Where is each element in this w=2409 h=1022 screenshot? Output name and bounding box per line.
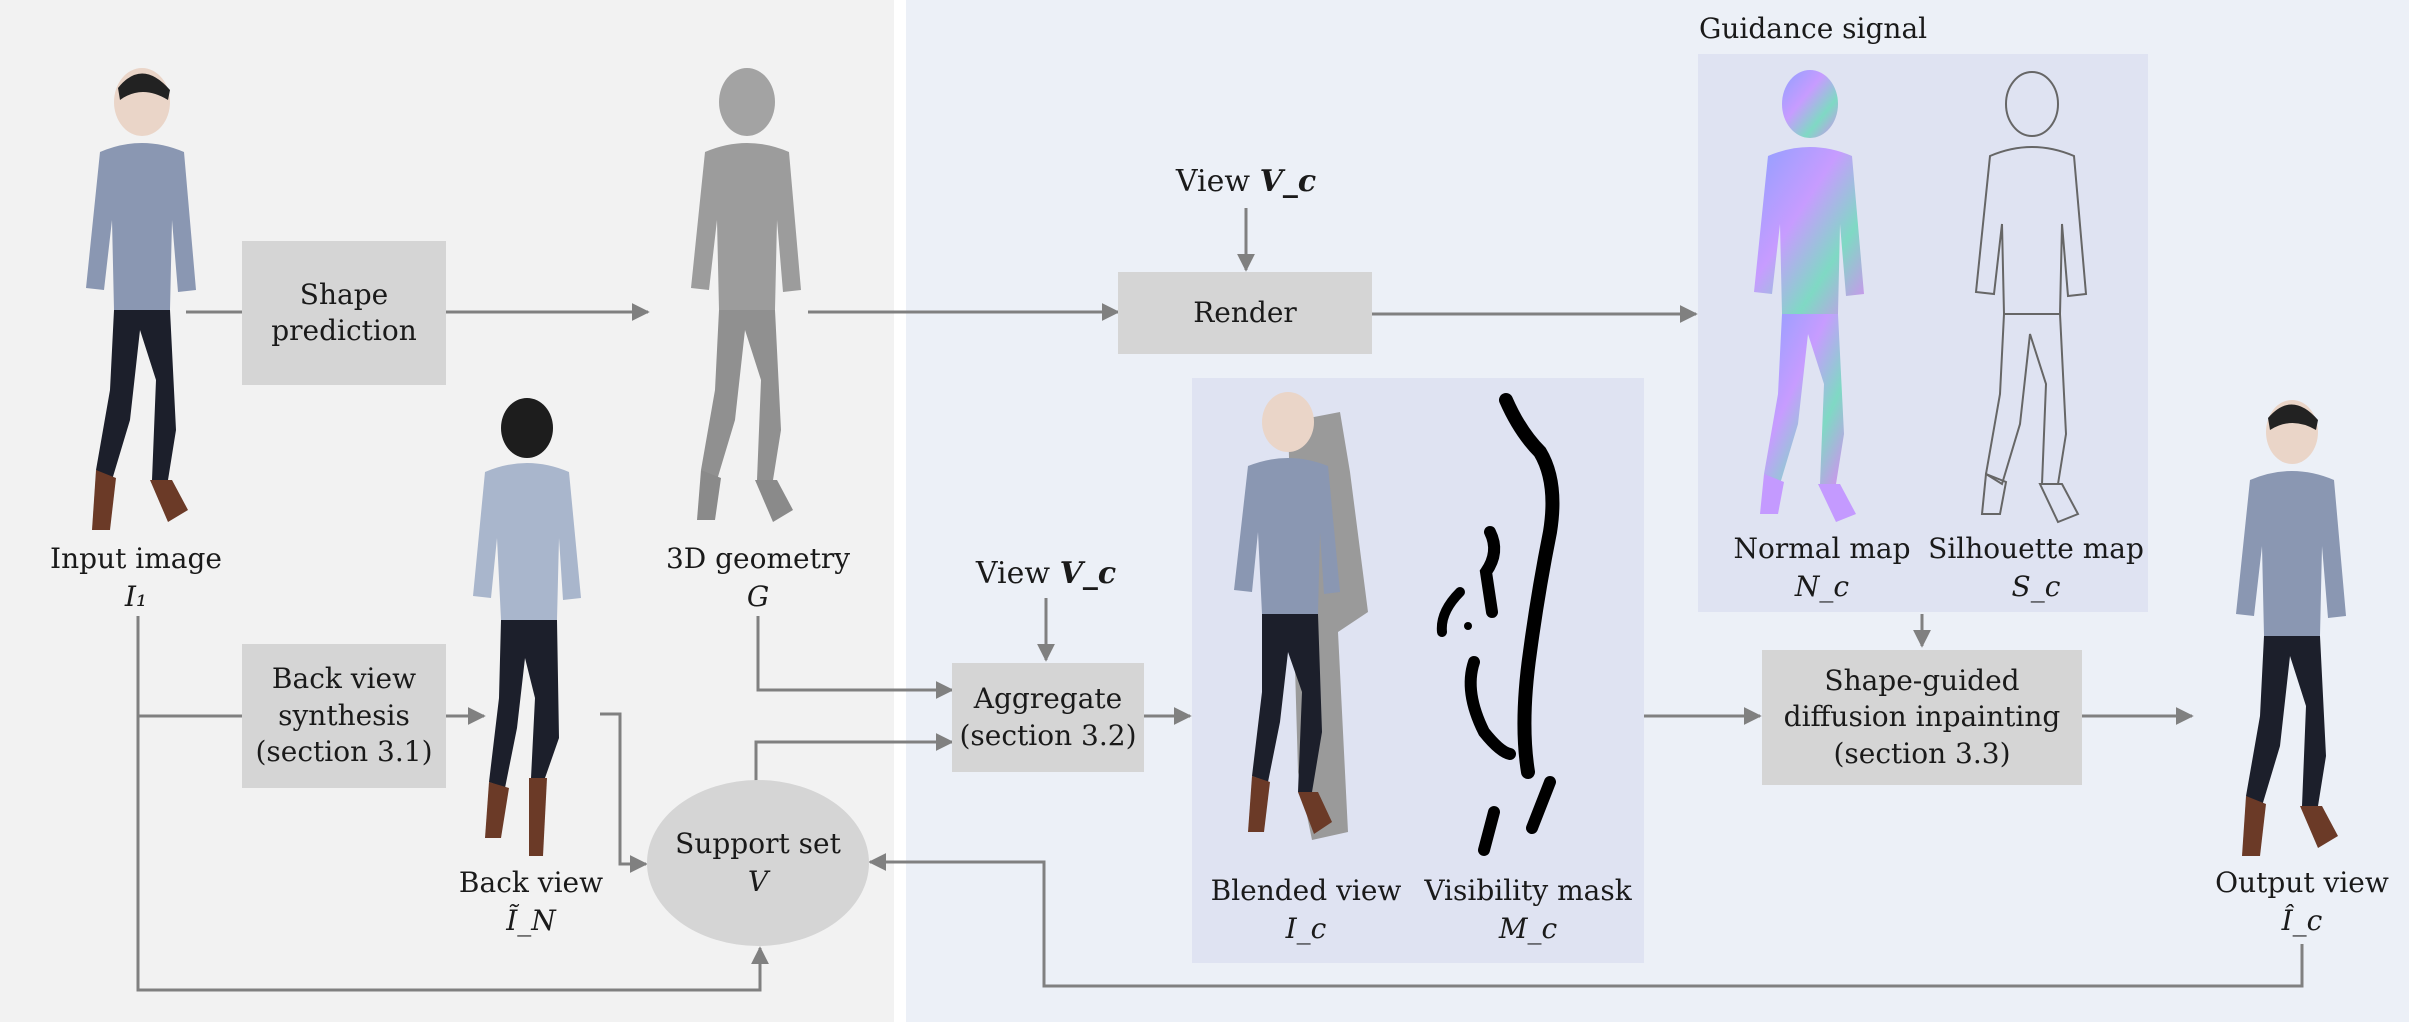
arrow-support-to-aggregate — [754, 733, 954, 782]
output-view-label: Output view Î_c — [2215, 864, 2389, 940]
back-view-synthesis-box: Back view synthesis (section 3.1) — [242, 644, 446, 788]
view-prefix: View — [975, 556, 1051, 591]
back-view-synthesis-label: Back view synthesis (section 3.1) — [255, 662, 433, 769]
arrow-backview-to-support — [600, 712, 648, 873]
back-view-symbol: Ĩ_N — [506, 903, 556, 937]
inpainting-box: Shape-guided diffusion inpainting (secti… — [1762, 650, 2082, 785]
input-image-name: Input image — [50, 542, 222, 575]
output-view-figure — [2236, 400, 2346, 856]
aggregate-box: Aggregate (section 3.2) — [952, 663, 1144, 772]
blended-view-figure — [1234, 392, 1368, 840]
arrow-input-to-support — [136, 616, 769, 992]
arrow-geometry-to-aggregate — [756, 616, 954, 699]
output-view-name: Output view — [2215, 866, 2389, 899]
output-view-symbol: Î_c — [2281, 903, 2323, 937]
blended-view-symbol: I_c — [1285, 911, 1327, 945]
render-label: Render — [1193, 295, 1297, 329]
geometry-name: 3D geometry — [665, 542, 851, 575]
guidance-signal-panel — [1698, 54, 2148, 612]
geometry-symbol: G — [746, 579, 770, 613]
visibility-mask-figure — [1436, 393, 1560, 856]
silhouette-map-symbol: S_c — [2011, 569, 2061, 603]
guidance-signal-title: Guidance signal — [1699, 12, 1928, 45]
back-view-label: Back view Ĩ_N — [459, 864, 603, 940]
shape-prediction-box: Shape prediction — [242, 241, 446, 385]
normal-map-figure — [1754, 70, 1864, 522]
visibility-mask-label: Visibility mask M_c — [1424, 872, 1631, 948]
normal-map-symbol: N_c — [1794, 569, 1850, 603]
back-view-name: Back view — [458, 866, 604, 899]
normal-map-label: Normal map N_c — [1733, 530, 1910, 606]
view-vc-label-mid: View V_c — [976, 556, 1116, 591]
shape-prediction-label: Shape prediction — [271, 277, 417, 347]
visibility-mask-symbol: M_c — [1498, 911, 1558, 945]
visibility-mask-name: Visibility mask — [1424, 874, 1632, 907]
input-person-figure — [86, 68, 196, 530]
view-symbol: V_c — [1059, 556, 1117, 591]
normal-map-name: Normal map — [1733, 532, 1911, 565]
support-set-symbol: V — [747, 865, 769, 898]
blended-view-label: Blended view I_c — [1211, 872, 1402, 948]
silhouette-map-name: Silhouette map — [1928, 532, 2144, 565]
aggregate-label: Aggregate (section 3.2) — [959, 682, 1137, 752]
back-view-figure — [473, 398, 581, 856]
view-symbol: V_c — [1259, 164, 1317, 199]
input-image-label: Input image I₁ — [50, 540, 222, 616]
support-set-label: Support set — [675, 827, 841, 861]
silhouette-map-figure — [1974, 71, 2088, 524]
render-box: Render — [1118, 272, 1372, 354]
view-vc-label-top: View V_c — [1176, 164, 1316, 199]
right-panel — [906, 0, 2409, 1022]
input-image-symbol: I₁ — [124, 579, 148, 613]
view-prefix: View — [1175, 164, 1251, 199]
silhouette-map-label: Silhouette map S_c — [1928, 530, 2144, 606]
inpainting-label: Shape-guided diffusion inpainting (secti… — [1783, 663, 2061, 770]
geometry-figure — [691, 68, 801, 522]
support-set-ellipse: Support set V — [647, 780, 869, 946]
arrow-output-to-support — [868, 853, 2304, 988]
blended-view-name: Blended view — [1210, 874, 1402, 907]
geometry-label: 3D geometry G — [666, 540, 850, 616]
